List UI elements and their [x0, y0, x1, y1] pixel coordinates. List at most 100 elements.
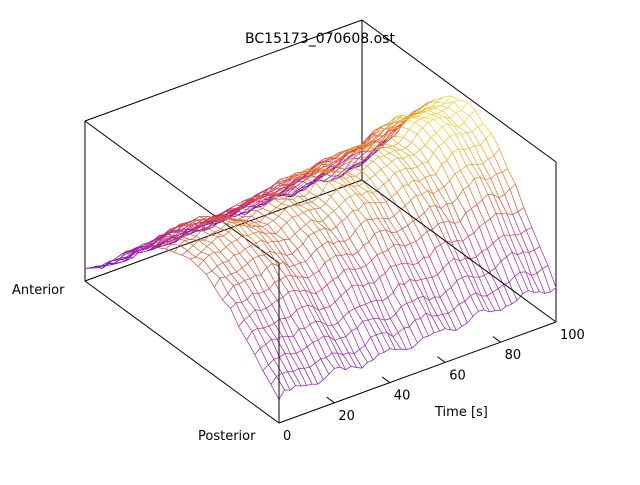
surface-mesh-segment	[304, 367, 310, 368]
surface-mesh-segment	[248, 263, 256, 275]
surface-mesh-segment	[300, 290, 306, 291]
surface-mesh-segment	[244, 316, 250, 320]
surface-mesh-segment	[217, 266, 225, 277]
surface-mesh-segment	[469, 186, 477, 205]
surface-mesh-segment	[444, 181, 450, 187]
surface-mesh-segment	[234, 285, 242, 302]
surface-mesh-segment	[350, 197, 358, 210]
surface-mesh-segment	[303, 236, 309, 244]
surface-mesh-segment	[464, 150, 472, 164]
surface-mesh-segment	[364, 203, 370, 204]
surface-mesh-segment	[448, 309, 454, 313]
surface-mesh-segment	[434, 108, 442, 111]
surface-mesh-segment	[331, 227, 337, 231]
surface-mesh-segment	[412, 143, 420, 150]
surface-mesh-segment	[355, 268, 361, 270]
surface-mesh-segment	[385, 319, 391, 321]
surface-mesh-segment	[316, 321, 322, 322]
surface-mesh-segment	[410, 243, 418, 263]
box-edge	[85, 20, 362, 121]
surface-mesh-segment	[432, 275, 438, 278]
surface-mesh-segment	[338, 270, 344, 277]
surface-mesh-segment	[327, 285, 335, 302]
surface-mesh-segment	[323, 216, 329, 222]
surface-mesh-segment	[449, 221, 457, 240]
surface-mesh-segment	[256, 243, 264, 255]
surface-mesh-segment	[491, 174, 497, 179]
surface-mesh-segment	[231, 308, 239, 326]
surface-mesh-segment	[501, 306, 507, 310]
surface-mesh-segment	[505, 189, 511, 194]
surface-mesh-segment	[277, 297, 283, 300]
surface-mesh-segment	[308, 274, 314, 278]
surface-mesh-segment	[434, 331, 440, 333]
surface-mesh-segment	[360, 306, 368, 320]
surface-mesh-segment	[297, 249, 305, 262]
surface-mesh-segment	[256, 240, 262, 243]
surface-mesh-segment	[352, 255, 360, 267]
surface-mesh-segment	[322, 285, 328, 290]
surface-mesh-segment	[248, 236, 256, 244]
surface-mesh-segment	[394, 211, 400, 216]
surface-mesh-segment	[226, 223, 232, 224]
surface-mesh-segment	[537, 269, 543, 274]
surface-mesh-segment	[381, 203, 389, 219]
surface-mesh-segment	[404, 137, 412, 142]
surface-mesh-segment	[433, 146, 439, 153]
surface-mesh-segment	[456, 111, 462, 113]
surface-mesh-segment	[222, 294, 228, 300]
surface-mesh-segment	[490, 268, 496, 272]
surface-mesh-segment	[486, 139, 494, 156]
surface-mesh-segment	[204, 255, 210, 260]
surface-mesh-segment	[218, 237, 226, 248]
surface-mesh-segment	[411, 167, 417, 169]
surface-mesh-segment	[245, 249, 253, 259]
surface-mesh-segment	[327, 280, 333, 285]
surface-mesh-segment	[332, 323, 338, 326]
surface-mesh-segment	[317, 245, 323, 249]
surface-mesh-segment	[190, 259, 198, 266]
surface-mesh-segment	[294, 263, 300, 266]
surface-mesh-segment	[487, 292, 493, 296]
surface-mesh-segment	[244, 320, 252, 331]
x-tick-label: 0	[283, 429, 291, 444]
surface-mesh-segment	[389, 180, 397, 192]
surface-mesh-segment	[457, 241, 465, 259]
surface-mesh-segment	[321, 358, 327, 359]
surface-mesh-segment	[466, 209, 472, 213]
surface-mesh-segment	[465, 302, 473, 317]
surface-mesh-segment	[331, 196, 339, 206]
surface-mesh-segment	[359, 183, 365, 186]
surface-mesh-segment	[234, 255, 242, 268]
surface-mesh-segment	[271, 377, 277, 385]
surface-mesh-segment	[523, 252, 529, 253]
surface-mesh-segment	[420, 149, 428, 162]
surface-mesh-segment	[496, 261, 502, 268]
surface-mesh-segment	[374, 277, 380, 283]
surface-mesh-segment	[352, 285, 358, 286]
surface-mesh-segment	[510, 184, 516, 189]
surface-mesh-segment	[368, 360, 374, 362]
surface-mesh-segment	[393, 144, 399, 147]
surface-mesh-segment	[228, 255, 234, 262]
surface-mesh-segment	[473, 311, 479, 316]
surface-mesh-segment	[231, 303, 237, 309]
surface-mesh-segment	[237, 268, 243, 272]
surface-mesh-segment	[542, 265, 548, 268]
surface-mesh-segment	[255, 310, 261, 311]
surface-mesh-segment	[415, 320, 423, 338]
surface-mesh-segment	[428, 162, 436, 175]
surface-mesh-segment	[439, 187, 445, 190]
surface-mesh-segment	[252, 211, 258, 216]
surface-mesh-segment	[290, 206, 298, 216]
surface-mesh-segment	[316, 289, 322, 293]
surface-mesh-segment	[215, 253, 223, 263]
surface-mesh-segment	[409, 123, 415, 130]
surface-mesh-segment	[336, 221, 342, 227]
surface-mesh-segment	[390, 150, 396, 153]
surface-mesh-segment	[418, 116, 426, 117]
surface-mesh-segment	[462, 276, 468, 278]
surface-mesh-segment	[456, 113, 464, 123]
surface-mesh-segment	[281, 228, 289, 239]
